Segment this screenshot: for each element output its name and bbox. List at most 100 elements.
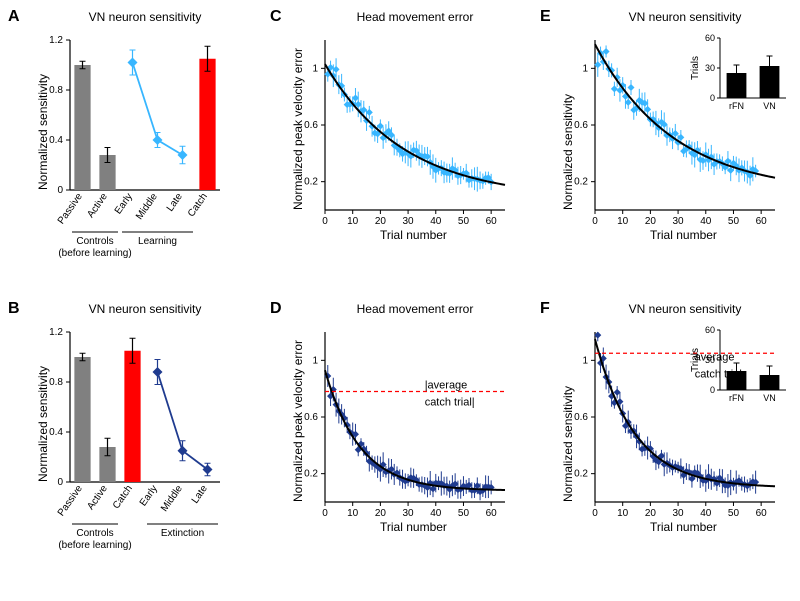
svg-text:0: 0 bbox=[57, 185, 63, 196]
svg-text:rFN: rFN bbox=[729, 393, 744, 403]
svg-text:Middle: Middle bbox=[159, 483, 185, 514]
panel-title-B: VN neuron sensitivity bbox=[70, 302, 220, 316]
svg-text:Middle: Middle bbox=[134, 191, 160, 222]
svg-text:30: 30 bbox=[673, 508, 685, 519]
svg-text:60: 60 bbox=[756, 508, 768, 519]
svg-text:0: 0 bbox=[710, 385, 715, 395]
svg-text:Active: Active bbox=[85, 191, 110, 220]
svg-text:0.4: 0.4 bbox=[49, 135, 63, 146]
svg-text:Extinction: Extinction bbox=[161, 528, 204, 539]
svg-text:0.2: 0.2 bbox=[304, 177, 318, 188]
panel-letter-F: F bbox=[540, 300, 550, 318]
svg-text:Passive: Passive bbox=[56, 483, 85, 518]
svg-text:(before learning): (before learning) bbox=[58, 540, 131, 551]
svg-text:30: 30 bbox=[705, 355, 715, 365]
svg-text:40: 40 bbox=[430, 508, 442, 519]
xlabel-C: Trial number bbox=[380, 228, 447, 242]
svg-text:0.6: 0.6 bbox=[304, 120, 318, 131]
svg-text:20: 20 bbox=[375, 216, 387, 227]
svg-text:Trials: Trials bbox=[690, 56, 701, 80]
svg-text:10: 10 bbox=[617, 508, 629, 519]
svg-text:0.6: 0.6 bbox=[574, 412, 588, 423]
svg-text:Catch: Catch bbox=[186, 191, 210, 219]
svg-text:0.8: 0.8 bbox=[49, 377, 63, 388]
xlabel-D: Trial number bbox=[380, 520, 447, 534]
svg-text:catch trial: catch trial bbox=[695, 368, 742, 380]
ylabel-E: Normalized sensitivity bbox=[561, 94, 575, 210]
svg-text:0: 0 bbox=[322, 216, 328, 227]
svg-text:50: 50 bbox=[458, 508, 470, 519]
svg-text:20: 20 bbox=[645, 508, 657, 519]
svg-text:0.8: 0.8 bbox=[49, 85, 63, 96]
svg-text:Learning: Learning bbox=[138, 236, 177, 247]
svg-text:50: 50 bbox=[458, 216, 470, 227]
svg-text:1.2: 1.2 bbox=[49, 327, 63, 338]
panel-title-D: Head movement error bbox=[325, 302, 505, 316]
svg-text:40: 40 bbox=[700, 508, 712, 519]
svg-text:0: 0 bbox=[592, 508, 598, 519]
svg-text:1: 1 bbox=[312, 63, 318, 74]
svg-text:0: 0 bbox=[57, 477, 63, 488]
ylabel-B: Normalized sensitivity bbox=[36, 366, 50, 482]
svg-text:50: 50 bbox=[728, 508, 740, 519]
ylabel-D: Normalized peak velocity error bbox=[291, 340, 305, 502]
svg-text:1: 1 bbox=[312, 355, 318, 366]
svg-text:50: 50 bbox=[728, 216, 740, 227]
svg-text:Early: Early bbox=[138, 483, 160, 508]
svg-text:20: 20 bbox=[375, 508, 387, 519]
svg-text:Passive: Passive bbox=[56, 191, 85, 226]
svg-text:|average: |average bbox=[425, 380, 468, 392]
svg-text:40: 40 bbox=[700, 216, 712, 227]
svg-text:30: 30 bbox=[705, 63, 715, 73]
svg-text:20: 20 bbox=[645, 216, 657, 227]
svg-text:10: 10 bbox=[617, 216, 629, 227]
svg-text:0.4: 0.4 bbox=[49, 427, 63, 438]
ylabel-C: Normalized peak velocity error bbox=[291, 48, 305, 210]
xlabel-F: Trial number bbox=[650, 520, 717, 534]
panel-title-E: VN neuron sensitivity bbox=[595, 10, 775, 24]
svg-text:0.2: 0.2 bbox=[574, 177, 588, 188]
svg-text:60: 60 bbox=[756, 216, 768, 227]
svg-text:rFN: rFN bbox=[729, 101, 744, 111]
svg-text:Trials: Trials bbox=[690, 348, 701, 372]
svg-text:(before learning): (before learning) bbox=[58, 248, 131, 259]
svg-text:catch trial|: catch trial| bbox=[425, 397, 475, 409]
figure-root: A VN neuron sensitivity Normalized sensiti… bbox=[0, 0, 800, 601]
panel-title-A: VN neuron sensitivity bbox=[70, 10, 220, 24]
svg-text:0.6: 0.6 bbox=[574, 120, 588, 131]
svg-text:Late: Late bbox=[165, 191, 185, 214]
ylabel-A: Normalized sensitivity bbox=[36, 74, 50, 190]
svg-text:1: 1 bbox=[582, 355, 588, 366]
svg-text:1.2: 1.2 bbox=[49, 35, 63, 46]
svg-text:10: 10 bbox=[347, 216, 359, 227]
svg-text:1: 1 bbox=[582, 63, 588, 74]
svg-text:0.6: 0.6 bbox=[304, 412, 318, 423]
svg-text:30: 30 bbox=[403, 216, 415, 227]
xlabel-E: Trial number bbox=[650, 228, 717, 242]
svg-text:60: 60 bbox=[705, 325, 715, 335]
svg-text:60: 60 bbox=[486, 508, 498, 519]
svg-text:30: 30 bbox=[673, 216, 685, 227]
svg-text:10: 10 bbox=[347, 508, 359, 519]
svg-text:30: 30 bbox=[403, 508, 415, 519]
panel-letter-C: C bbox=[270, 8, 282, 26]
svg-text:0.2: 0.2 bbox=[574, 469, 588, 480]
svg-text:Early: Early bbox=[113, 191, 135, 216]
ylabel-F: Normalized sensitivity bbox=[561, 386, 575, 502]
svg-text:VN: VN bbox=[763, 393, 776, 403]
svg-text:VN: VN bbox=[763, 101, 776, 111]
svg-text:40: 40 bbox=[430, 216, 442, 227]
svg-text:0.2: 0.2 bbox=[304, 469, 318, 480]
panel-letter-B: B bbox=[8, 300, 20, 318]
svg-text:Controls: Controls bbox=[76, 528, 113, 539]
svg-text:0: 0 bbox=[322, 508, 328, 519]
panel-title-F: VN neuron sensitivity bbox=[595, 302, 775, 316]
svg-text:60: 60 bbox=[705, 33, 715, 43]
panel-letter-E: E bbox=[540, 8, 551, 26]
panel-letter-A: A bbox=[8, 8, 20, 26]
svg-text:Late: Late bbox=[190, 483, 210, 506]
svg-text:Active: Active bbox=[85, 483, 110, 512]
svg-text:60: 60 bbox=[486, 216, 498, 227]
panel-letter-D: D bbox=[270, 300, 282, 318]
svg-text:0: 0 bbox=[710, 93, 715, 103]
